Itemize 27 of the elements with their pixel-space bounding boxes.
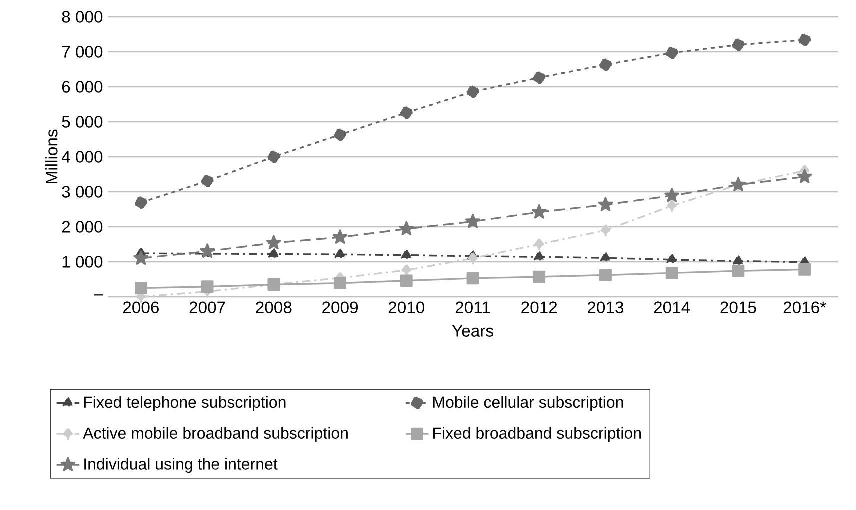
x-tick-label: 2010 xyxy=(388,302,425,314)
legend-label: Mobile cellular subscription xyxy=(434,396,624,412)
x-axis-title: Years xyxy=(452,325,494,337)
y-tick-label: 6 000 xyxy=(62,81,103,93)
legend-label: Individual using the internet xyxy=(84,458,278,474)
y-tick-label: 2 000 xyxy=(62,221,103,233)
x-tick-label: 2014 xyxy=(654,302,690,314)
x-tick-label: 2016* xyxy=(784,302,826,314)
y-tick-label: 3 000 xyxy=(62,186,103,198)
legend-label: Fixed telephone subscription xyxy=(84,396,286,412)
x-tick-label: 2006 xyxy=(123,302,159,314)
x-tick-label: 2012 xyxy=(522,302,558,314)
y-tick-label: 4 000 xyxy=(62,151,103,163)
legend-label: Fixed broadband subscription xyxy=(434,427,642,442)
x-tick-label: 2011 xyxy=(456,302,490,314)
x-tick-label: 2007 xyxy=(190,302,226,314)
y-axis-title: Millions xyxy=(46,130,58,184)
x-tick-label: 2009 xyxy=(322,302,358,314)
x-tick-label: 2013 xyxy=(588,302,624,314)
y-tick-label: 1 000 xyxy=(62,256,103,268)
x-tick-label: 2015 xyxy=(720,302,756,314)
x-tick-label: 2008 xyxy=(256,302,292,314)
y-tick-label: 5 000 xyxy=(62,116,103,128)
y-tick-label: 8 000 xyxy=(62,11,103,23)
y-tick-label: – xyxy=(94,294,104,296)
y-tick-label: 7 000 xyxy=(62,46,103,58)
legend-label: Active mobile broadband subscription xyxy=(83,427,348,442)
